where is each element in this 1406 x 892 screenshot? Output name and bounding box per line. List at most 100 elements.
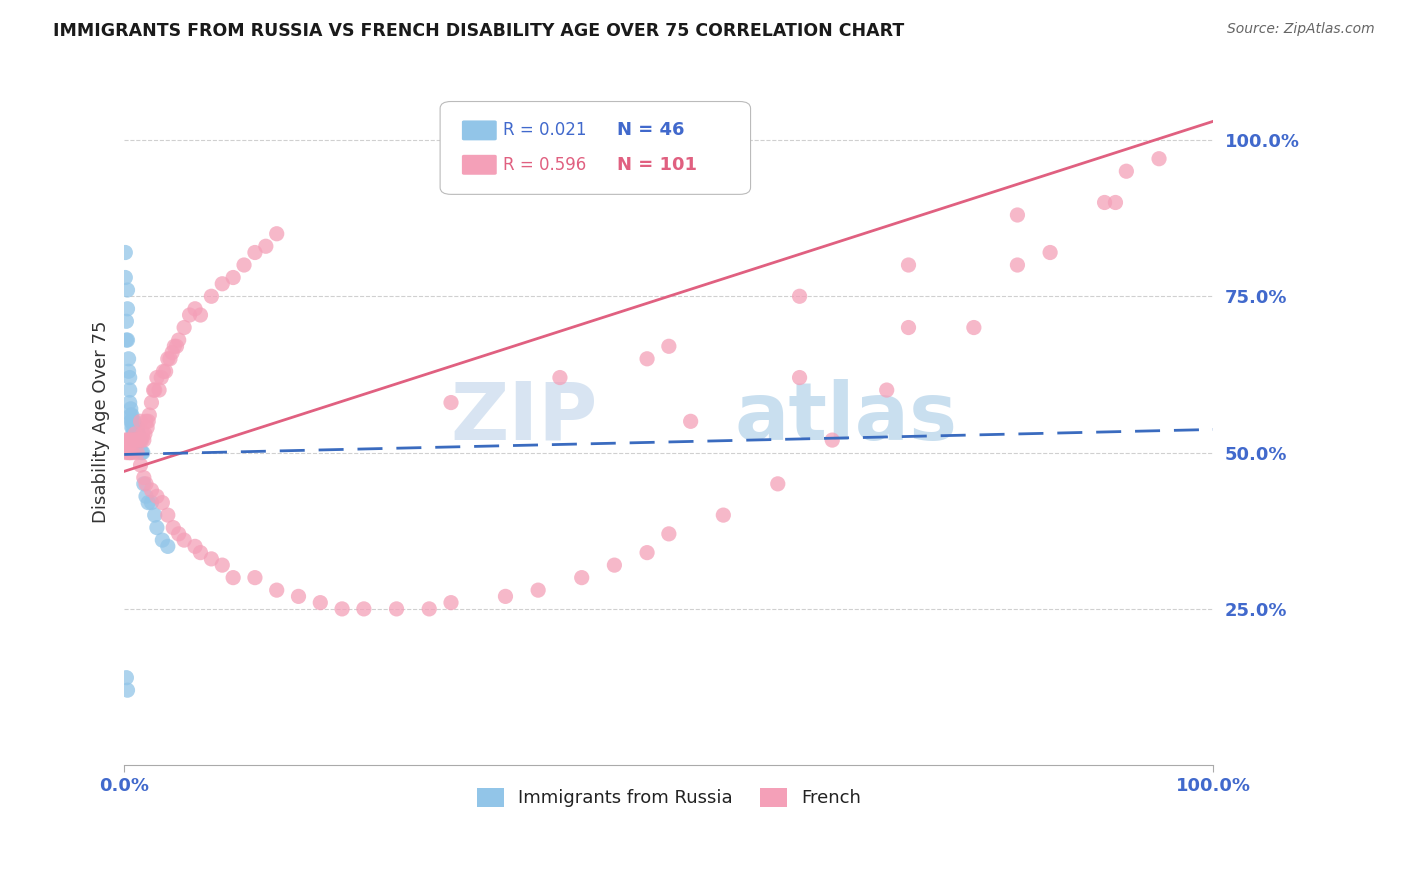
Point (135, 414, 157, 428)
Point (121, 414, 143, 428)
Point (211, 558, 233, 573)
Y-axis label: Disability Age Over 75: Disability Age Over 75 (93, 320, 110, 523)
Point (125, 433, 148, 447)
Point (141, 395, 163, 409)
Point (118, 383, 141, 397)
Point (495, 590, 517, 604)
Point (131, 445, 153, 459)
Point (122, 433, 145, 447)
Point (128, 433, 150, 447)
Point (266, 583, 288, 598)
Point (789, 289, 811, 303)
Text: N = 46: N = 46 (617, 121, 685, 139)
Point (162, 520, 184, 534)
Point (136, 495, 159, 509)
Point (117, 364, 139, 378)
Text: N = 101: N = 101 (617, 156, 696, 174)
Point (127, 445, 149, 459)
Point (132, 476, 155, 491)
Point (129, 414, 152, 428)
Point (173, 320, 195, 334)
FancyBboxPatch shape (463, 120, 496, 140)
Point (603, 558, 626, 573)
Point (766, 476, 789, 491)
Point (134, 426, 156, 441)
Point (124, 433, 146, 447)
Point (114, 433, 136, 447)
Point (125, 433, 148, 447)
Point (128, 433, 150, 447)
Point (118, 445, 141, 459)
Point (222, 270, 245, 285)
Point (156, 508, 179, 522)
Point (136, 414, 159, 428)
Point (122, 445, 145, 459)
Point (418, 602, 440, 616)
Text: Source: ZipAtlas.com: Source: ZipAtlas.com (1227, 22, 1375, 37)
Point (121, 408, 143, 422)
Point (963, 320, 986, 334)
Point (124, 433, 146, 447)
Point (658, 339, 681, 353)
Point (132, 470, 155, 484)
Point (200, 289, 222, 303)
Point (136, 420, 159, 434)
Point (266, 227, 288, 241)
Point (1007, 258, 1029, 272)
Point (127, 433, 149, 447)
Point (173, 533, 195, 548)
Point (636, 546, 658, 560)
Point (233, 258, 256, 272)
Point (143, 508, 166, 522)
Point (711, 508, 734, 522)
Point (146, 489, 169, 503)
Point (118, 370, 141, 384)
Point (117, 301, 139, 316)
Point (155, 364, 177, 378)
Text: ZIP: ZIP (451, 379, 598, 457)
Point (143, 383, 166, 397)
Point (117, 445, 139, 459)
Point (114, 245, 136, 260)
Point (117, 351, 139, 366)
Point (1147, 152, 1170, 166)
Point (150, 495, 173, 509)
Point (120, 445, 142, 459)
Point (120, 414, 142, 428)
Point (152, 364, 174, 378)
Point (122, 426, 145, 441)
Point (115, 445, 138, 459)
Point (142, 383, 165, 397)
Point (1039, 245, 1062, 260)
Point (118, 433, 141, 447)
Point (167, 527, 190, 541)
Point (166, 339, 188, 353)
Point (211, 277, 233, 291)
Point (121, 433, 143, 447)
Point (897, 258, 920, 272)
Point (1007, 208, 1029, 222)
Point (200, 552, 222, 566)
Point (132, 445, 155, 459)
Point (146, 370, 169, 384)
Point (141, 483, 163, 497)
Point (122, 433, 145, 447)
Point (124, 426, 146, 441)
Text: atlas: atlas (734, 379, 957, 457)
Point (287, 590, 309, 604)
Point (190, 308, 212, 322)
Point (117, 433, 139, 447)
Point (243, 245, 266, 260)
Point (440, 395, 463, 409)
Point (120, 401, 142, 416)
Point (117, 683, 139, 698)
Point (115, 314, 138, 328)
Point (159, 351, 181, 366)
Point (636, 351, 658, 366)
Point (122, 414, 145, 428)
Point (127, 420, 149, 434)
Point (115, 333, 138, 347)
Point (679, 414, 702, 428)
Legend: Immigrants from Russia, French: Immigrants from Russia, French (470, 780, 869, 814)
Point (132, 433, 155, 447)
